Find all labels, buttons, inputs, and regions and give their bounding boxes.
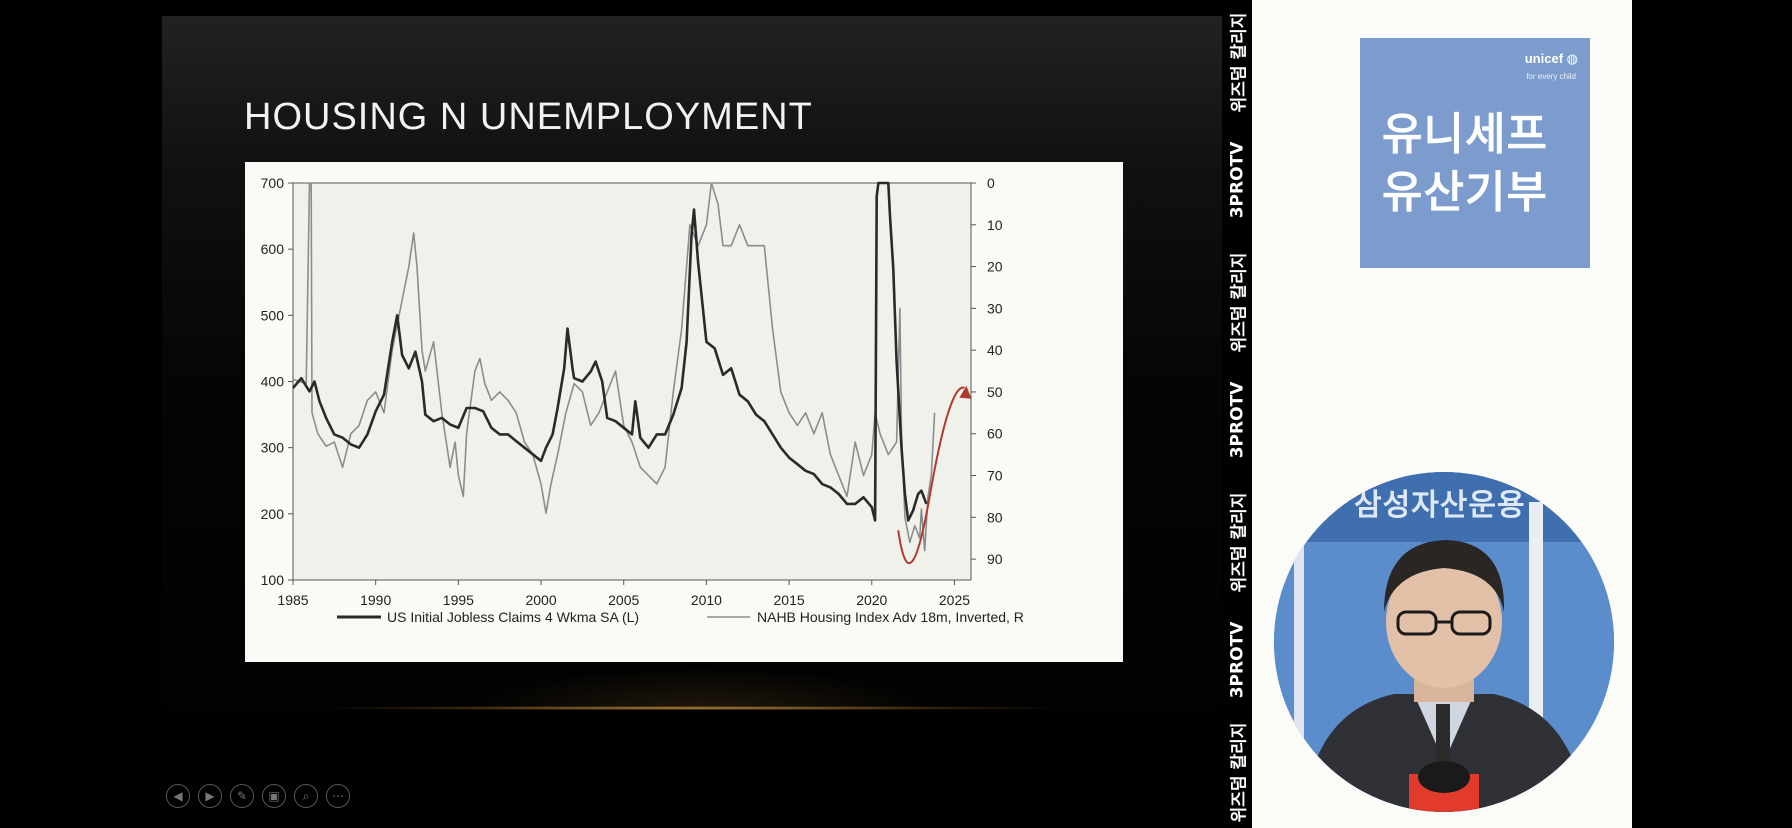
webcam-background-banner: 삼성자산운용 [1354, 488, 1526, 523]
right-tick-label: 10 [987, 217, 1003, 233]
right-tick-label: 30 [987, 300, 1003, 316]
watermark-label: 위즈덤 칼리지 [1229, 722, 1250, 823]
unicef-headline-line-1: 유니세프 [1382, 109, 1548, 160]
previous-slide-button[interactable]: ◀ [166, 784, 190, 808]
slide-sorter-button[interactable]: ▣ [262, 784, 286, 808]
left-tick-label: 700 [261, 175, 285, 191]
watermark-label: 위즈덤 칼리지 [1229, 12, 1250, 113]
decorative-glow-haze [462, 666, 942, 710]
pen-tool-button[interactable]: ✎ [230, 784, 254, 808]
broadcast-side-panel: unicef ◍ for every child 유니세프 유산기부 [1252, 0, 1632, 828]
annotation-arrowhead [959, 385, 972, 399]
globe-icon: ◍ [1566, 51, 1578, 66]
presenter-image [1274, 472, 1614, 812]
right-tick-label: 50 [987, 384, 1003, 400]
watermark-label: 위즈덤 칼리지 [1229, 252, 1250, 353]
x-tick-label: 1995 [443, 592, 474, 608]
right-tick-label: 90 [987, 551, 1003, 567]
left-tick-label: 100 [261, 572, 285, 588]
right-tick-label: 80 [987, 509, 1003, 525]
x-tick-label: 2000 [525, 592, 556, 608]
watermark-label: 위즈덤 칼리지 [1229, 492, 1250, 593]
letterbox-right [1632, 0, 1792, 828]
unicef-ad-card[interactable]: unicef ◍ for every child 유니세프 유산기부 [1360, 38, 1590, 268]
x-tick-label: 2005 [608, 592, 639, 608]
x-tick-label: 1990 [360, 592, 391, 608]
more-options-button[interactable]: ⋯ [326, 784, 350, 808]
series-line-nahb-housing-index [292, 182, 936, 552]
x-tick-label: 1985 [277, 592, 308, 608]
left-tick-label: 500 [261, 307, 285, 323]
x-tick-label: 2020 [856, 592, 887, 608]
watermark-label: 3PROTV [1226, 381, 1247, 459]
unicef-headline-line-2: 유산기부 [1382, 167, 1548, 218]
zoom-button[interactable]: ⌕ [294, 784, 318, 808]
right-tick-label: 60 [987, 426, 1003, 442]
decorative-glow-line [332, 706, 1052, 710]
plot-area [293, 183, 971, 580]
left-tick-label: 300 [261, 440, 285, 456]
legend-label-jobless-claims: US Initial Jobless Claims 4 Wkma SA (L) [387, 609, 639, 625]
x-tick-label: 2015 [774, 592, 805, 608]
left-tick-label: 200 [261, 506, 285, 522]
left-tick-label: 400 [261, 374, 285, 390]
annotation-arrow-curve [897, 386, 965, 565]
watermark-label: 3PROTV [1226, 141, 1247, 219]
right-tick-label: 40 [987, 342, 1003, 358]
right-tick-label: 20 [987, 259, 1003, 275]
x-tick-label: 2025 [939, 592, 970, 608]
slide-controls: ◀ ▶ ✎ ▣ ⌕ ⋯ [166, 784, 350, 808]
x-tick-label: 2010 [691, 592, 722, 608]
unicef-tagline: for every child [1526, 72, 1576, 81]
watermark-label: 3PROTV [1226, 621, 1247, 699]
chart-card: 700 600 500 400 300 200 100 0 10 20 30 40 50 60 70 80 90… [245, 162, 1123, 662]
right-tick-label: 70 [987, 468, 1003, 484]
line-chart: 700 600 500 400 300 200 100 0 10 20 30 40 50 60 70 80 90… [261, 175, 1024, 625]
legend-label-nahb-housing-index: NAHB Housing Index Adv 18m, Inverted, R [757, 609, 1024, 625]
right-tick-label: 0 [987, 175, 995, 191]
slide-title: HOUSING N UNEMPLOYMENT [244, 96, 813, 138]
unicef-logo: unicef ◍ [1524, 51, 1578, 66]
next-slide-button[interactable]: ▶ [198, 784, 222, 808]
series-line-jobless-claims [292, 181, 928, 522]
channel-watermark-strip: 위즈덤 칼리지 3PROTV 위즈덤 칼리지 3PROTV 위즈덤 칼리지 3PROTV 위… [1222, 0, 1252, 828]
presenter-webcam: 삼성자산운용 [1274, 472, 1614, 812]
presentation-slide: HOUSING N UNEMPLOYMENT 700 600 500 400 300 20… [162, 16, 1222, 828]
left-tick-label: 600 [261, 241, 285, 257]
